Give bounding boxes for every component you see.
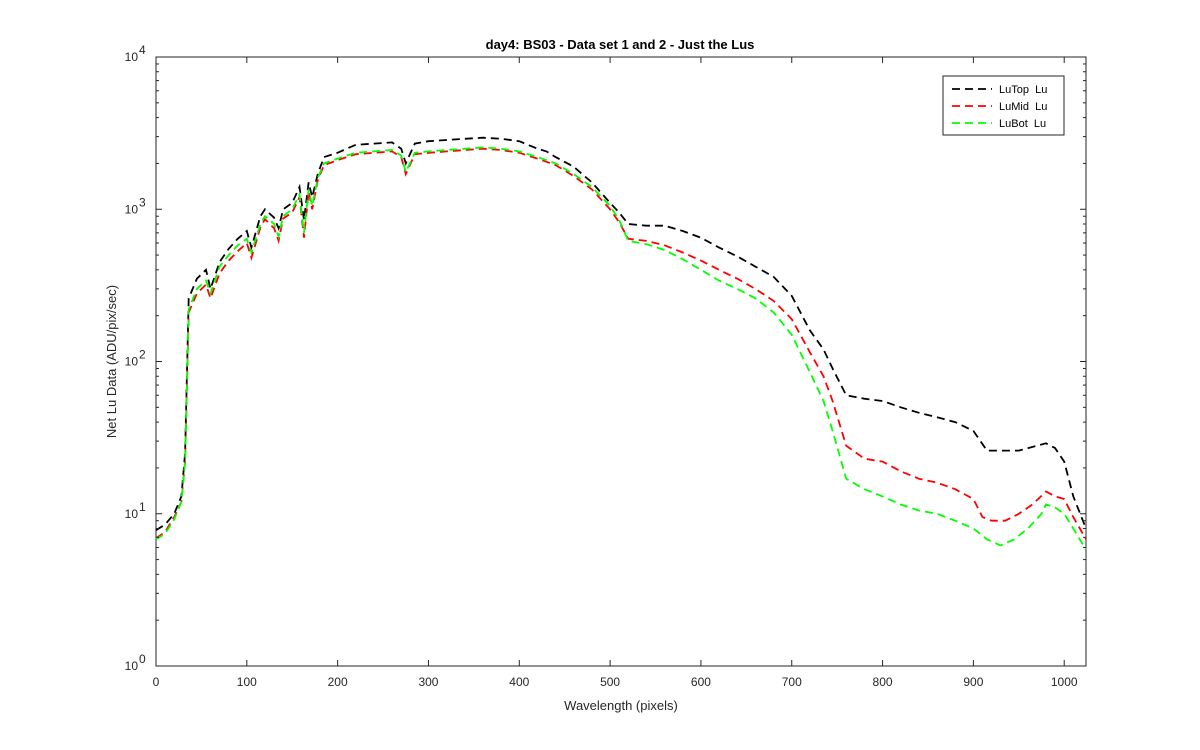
y-tick-exponent: 4 xyxy=(139,43,146,57)
x-tick-label: 1000 xyxy=(1051,675,1078,689)
x-axis-label: Wavelength (pixels) xyxy=(564,698,678,713)
legend: LuTop Lu LuMid Lu LuBot Lu xyxy=(942,75,1065,136)
series-line-2 xyxy=(155,147,1087,540)
y-tick-label: 10 xyxy=(125,659,139,673)
chart-title: day4: BS03 - Data set 1 and 2 - Just the… xyxy=(486,37,755,52)
y-tick-label: 10 xyxy=(125,50,139,64)
y-tick-label: 10 xyxy=(125,355,139,369)
legend-box xyxy=(942,75,1065,136)
x-tick-label: 500 xyxy=(600,675,620,689)
y-tick-label: 10 xyxy=(125,202,139,216)
legend-label-2: LuMid Lu xyxy=(999,101,1047,113)
series-line-1 xyxy=(155,136,1087,531)
x-tick-label: 400 xyxy=(509,675,529,689)
x-tick-label: 800 xyxy=(873,675,893,689)
axes-box xyxy=(155,56,1087,667)
x-tick-label: 300 xyxy=(418,675,438,689)
series-line-3 xyxy=(155,146,1087,551)
legend-label-1: LuTop Lu xyxy=(999,84,1047,96)
legend-entries: LuTop Lu LuMid Lu LuBot Lu xyxy=(952,84,1047,130)
x-tick-label: 600 xyxy=(691,675,711,689)
y-tick-exponent: 3 xyxy=(139,195,146,209)
y-tick-label: 10 xyxy=(125,507,139,521)
x-tick-label: 900 xyxy=(963,675,983,689)
y-tick-exponent: 2 xyxy=(139,348,146,362)
y-axis-label: Net Lu Data (ADU/pix/sec) xyxy=(104,285,119,438)
x-tick-label: 200 xyxy=(328,675,348,689)
y-tick-exponent: 0 xyxy=(139,652,146,666)
x-tick-label: 700 xyxy=(782,675,802,689)
x-tick-label: 100 xyxy=(237,675,257,689)
legend-label-3: LuBot Lu xyxy=(999,118,1046,130)
y-tick-exponent: 1 xyxy=(139,500,146,514)
series-layer xyxy=(155,136,1087,551)
x-tick-label: 0 xyxy=(153,675,160,689)
